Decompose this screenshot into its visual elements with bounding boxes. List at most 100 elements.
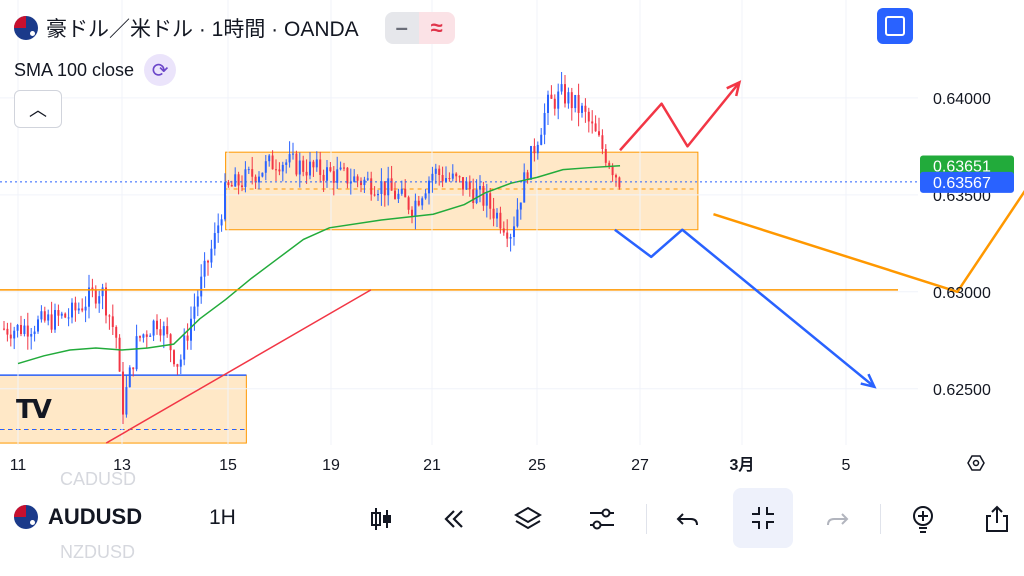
candle-body: [254, 176, 257, 183]
symbol-label: AUDUSD: [48, 504, 143, 529]
candle-body: [26, 325, 29, 337]
candle-body: [118, 337, 121, 372]
price-badge: [920, 155, 1014, 177]
candle-body: [611, 167, 614, 176]
candle-body: [462, 177, 464, 190]
candle-body: [343, 167, 345, 169]
candle-body: [326, 167, 328, 181]
candle-body: [43, 311, 46, 321]
candle-body: [241, 185, 243, 187]
arrow-head: [860, 373, 877, 389]
time-tick-label: 21: [423, 457, 441, 474]
candle-body: [502, 228, 505, 233]
candle-body: [176, 364, 179, 367]
chart-title: 豪ドル／米ドル · 1時間 · OANDA: [46, 18, 359, 41]
candle-body: [108, 315, 111, 317]
alert-add-icon[interactable]: [901, 497, 945, 541]
approx-icon[interactable]: ≈: [418, 12, 455, 44]
candle-body: [302, 160, 305, 172]
candle-body: [438, 168, 441, 175]
candle-body: [251, 169, 254, 177]
candle-body: [424, 193, 427, 199]
symbol-status-pill[interactable]: – ≈: [384, 12, 455, 44]
toolbar-divider: [646, 504, 647, 534]
symbol-ghost-top: CADUSD: [60, 469, 137, 489]
candle-body: [356, 176, 359, 181]
candle-body: [451, 173, 454, 179]
candle-body: [383, 181, 386, 196]
candle-body: [618, 177, 621, 188]
layers-icon[interactable]: [506, 497, 550, 541]
candle-body: [458, 176, 461, 178]
collapse-icon[interactable]: [733, 488, 793, 548]
candle-body: [339, 167, 342, 170]
candle-body: [336, 169, 339, 183]
chart-header: 豪ドル／米ドル · 1時間 · OANDA – ≈ SMA 100 close …: [0, 0, 1024, 128]
candle-body: [298, 160, 301, 175]
time-tick-label: 11: [10, 457, 27, 474]
share-icon[interactable]: [975, 497, 1019, 541]
candle-body: [40, 311, 43, 320]
candle-body: [67, 317, 70, 319]
candle-body: [455, 173, 458, 177]
candle-body: [37, 319, 39, 332]
candle-body: [397, 193, 400, 199]
candle-body: [122, 371, 124, 415]
redo-icon[interactable]: [815, 497, 859, 541]
axis-settings-icon-dot: [972, 459, 980, 467]
candle-body: [244, 169, 247, 187]
candle-body: [513, 226, 515, 238]
settings-sliders-icon[interactable]: [580, 497, 624, 541]
candle-body: [496, 212, 498, 219]
fullscreen-icon[interactable]: [877, 8, 913, 44]
candle-body: [615, 175, 617, 178]
time-tick-label: 13: [113, 457, 131, 474]
candle-body: [292, 153, 294, 155]
candle-body: [47, 314, 50, 321]
indicator-row[interactable]: SMA 100 close ⟳: [14, 54, 177, 86]
candle-body: [540, 134, 543, 145]
timeframe-button[interactable]: 1H: [209, 506, 236, 529]
candle-body: [203, 260, 206, 277]
candle-body: [390, 178, 393, 191]
time-tick-label: 27: [631, 457, 649, 474]
candle-body: [54, 310, 56, 330]
candle-body: [411, 209, 413, 217]
candle-body: [193, 306, 196, 319]
minus-icon[interactable]: –: [384, 12, 419, 44]
candles-icon[interactable]: [359, 497, 403, 541]
candle-body: [315, 159, 318, 168]
price-badge-label: 0.63651: [933, 159, 991, 176]
candle-body: [217, 225, 220, 234]
candle-body: [441, 174, 444, 182]
candle-body: [305, 171, 308, 176]
candle-body: [353, 176, 356, 182]
candle-body: [166, 326, 169, 335]
refresh-icon[interactable]: ⟳: [144, 54, 177, 86]
candle-body: [526, 172, 529, 180]
candle-body: [268, 155, 271, 162]
candle-body: [190, 318, 192, 341]
time-tick-label: 15: [219, 457, 237, 474]
price-chart[interactable]: 0.640000.635000.630000.625000.636510.635…: [0, 0, 1024, 488]
candle-body: [404, 188, 407, 198]
aud-flag-icon: [14, 16, 38, 40]
candle-body: [88, 287, 90, 307]
candle-body: [581, 105, 583, 113]
candle-body: [207, 260, 209, 263]
undo-icon[interactable]: [666, 497, 710, 541]
candle-body: [400, 188, 403, 194]
tradingview-logo-icon: 𝗧𝗩: [16, 394, 52, 424]
candle-body: [373, 194, 376, 196]
bottom-toolbar: [0, 488, 1024, 576]
axis-layer: 0.640000.635000.630000.625000.636510.635…: [10, 91, 1014, 474]
candle-body: [84, 306, 87, 311]
candle-body: [530, 146, 532, 180]
candle-body: [472, 189, 475, 204]
chevron-up-icon[interactable]: ︿: [14, 90, 62, 128]
symbol-selector[interactable]: AUDUSD: [14, 504, 142, 530]
candle-body: [20, 324, 22, 335]
replay-icon[interactable]: [432, 497, 476, 541]
price-tick-label: 0.62500: [933, 382, 991, 399]
candle-body: [125, 387, 128, 415]
